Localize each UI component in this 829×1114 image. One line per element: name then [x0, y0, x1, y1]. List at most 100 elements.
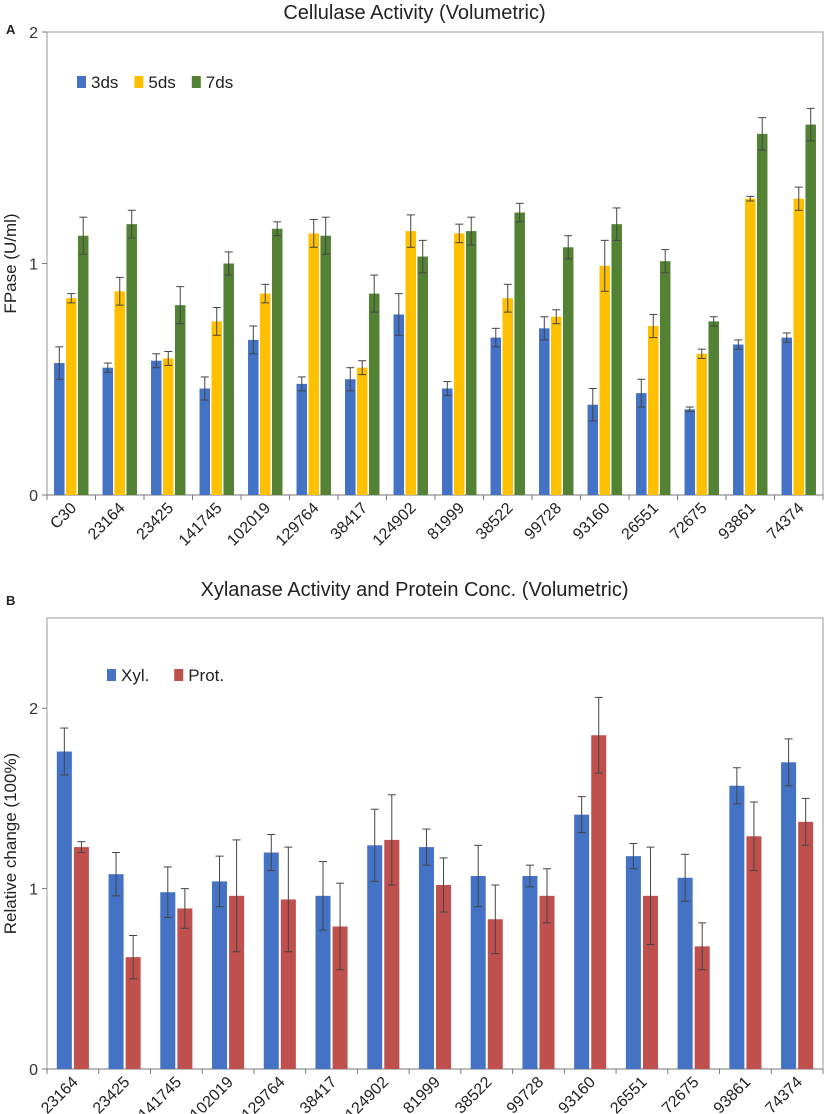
x-tick-label: 102019: [224, 500, 274, 550]
x-tick-label: 38522: [473, 500, 517, 544]
bar-5ds: [793, 198, 805, 495]
bar-5ds: [550, 316, 562, 495]
x-tick-label: 129764: [239, 1074, 289, 1114]
bar-5ds: [599, 265, 611, 495]
y-tick-label: 1: [29, 882, 38, 899]
x-tick-label: 74374: [762, 1074, 806, 1114]
legend-swatch: [134, 76, 144, 88]
bar-xyl: [729, 785, 745, 1069]
bar-prot: [229, 895, 245, 1069]
bar-3ds: [102, 367, 114, 495]
legend-label: 3ds: [91, 73, 118, 92]
bar-7ds: [368, 293, 380, 495]
x-tick-label: 72675: [667, 500, 711, 544]
bar-5ds: [696, 353, 708, 495]
x-tick-label: 38417: [328, 500, 372, 544]
bar-5ds: [356, 367, 368, 495]
x-tick-label: 93160: [556, 1074, 600, 1114]
bar-xyl: [108, 874, 124, 1069]
bar-3ds: [248, 339, 259, 495]
bar-prot: [177, 908, 193, 1069]
bar-7ds: [562, 247, 574, 495]
bar-5ds: [308, 233, 320, 495]
y-axis-label: Relative change (100%): [1, 753, 20, 934]
bar-prot: [694, 946, 710, 1069]
x-tick-label: 93861: [711, 1074, 755, 1114]
bar-prot: [384, 839, 400, 1069]
bar-3ds: [54, 363, 65, 495]
x-tick-label: 38522: [452, 1074, 496, 1114]
bar-7ds: [271, 228, 283, 495]
bar-7ds: [77, 235, 89, 495]
bar-xyl: [522, 875, 538, 1069]
bar-xyl: [160, 892, 176, 1069]
x-tick-label: 23425: [90, 1074, 134, 1114]
x-tick-label: 124902: [342, 1074, 392, 1114]
chart-title-a: Cellulase Activity (Volumetric): [283, 2, 546, 24]
bar-3ds: [199, 388, 211, 495]
y-tick-label: 1: [29, 257, 38, 274]
bar-3ds: [490, 337, 502, 495]
x-tick-label: 124902: [370, 500, 420, 550]
bar-5ds: [405, 231, 417, 495]
bar-prot: [539, 895, 555, 1069]
bar-3ds: [345, 379, 356, 495]
bar-3ds: [151, 360, 162, 495]
legend-label: Xyl.: [121, 666, 149, 685]
x-tick-label: 141745: [176, 500, 226, 550]
bar-3ds: [684, 409, 696, 495]
x-tick-label: 99728: [504, 1074, 548, 1114]
legend-swatch: [77, 76, 86, 88]
bar-3ds: [539, 328, 550, 495]
x-tick-label: 93160: [570, 500, 614, 544]
bar-7ds: [805, 124, 816, 495]
bar-7ds: [174, 305, 186, 495]
bar-7ds: [514, 212, 525, 495]
x-tick-label: 26551: [607, 1074, 651, 1114]
x-tick-label: 38417: [297, 1074, 341, 1114]
bar-5ds: [162, 358, 174, 495]
legend-label: 5ds: [148, 73, 175, 92]
bar-5ds: [259, 293, 271, 495]
bar-prot: [642, 895, 658, 1069]
x-tick-label: 26551: [619, 500, 663, 544]
chart-cellulase-activity: 0 1 2 FPase (U/ml) C30 23164 23425141745102019…: [1, 25, 824, 550]
chart-xylanase-protein: 0 1 2 Relative change (100%) 23164 23425 14174…: [1, 617, 824, 1114]
legend-label: 7ds: [206, 73, 233, 92]
x-tick-label: 81999: [425, 500, 469, 544]
bar-7ds: [756, 133, 768, 496]
bar-xyl: [367, 845, 383, 1069]
bar-xyl: [625, 856, 641, 1069]
y-tick-label: 2: [29, 701, 38, 718]
y-axis-label: FPase (U/ml): [1, 213, 20, 313]
bar-prot: [591, 735, 607, 1069]
bar-prot: [436, 884, 452, 1069]
bar-xyl: [212, 881, 228, 1069]
bar-5ds: [647, 326, 659, 495]
bar-7ds: [320, 235, 331, 495]
bar-7ds: [417, 256, 428, 495]
bar-prot: [798, 821, 814, 1069]
x-tick-label: 81999: [400, 1074, 444, 1114]
bar-prot: [73, 847, 89, 1069]
bar-7ds: [223, 263, 234, 495]
x-tick-label: 99728: [522, 500, 566, 544]
x-tick-label: 74374: [764, 500, 808, 544]
bar-5ds: [453, 233, 465, 495]
bar-xyl: [315, 895, 331, 1069]
legend-swatch: [191, 76, 201, 88]
bar-prot: [332, 926, 348, 1069]
bar-xyl: [781, 762, 797, 1069]
x-tick-label: C30: [47, 500, 80, 533]
bar-7ds: [611, 224, 622, 495]
bar-xyl: [677, 877, 693, 1069]
y-tick-label: 0: [29, 488, 38, 505]
panel-a: A Cellulase Activity (Volumetric) 0 1 2 FPa…: [0, 0, 829, 555]
bar-xyl: [418, 847, 434, 1069]
x-tick-label: 129764: [273, 500, 323, 550]
bar-3ds: [587, 404, 599, 495]
bar-xyl: [56, 751, 72, 1069]
x-tick-label: 102019: [187, 1074, 237, 1114]
legend-label: Prot.: [188, 666, 224, 685]
chart-title-b: Xylanase Activity and Protein Conc. (Vol…: [200, 579, 629, 601]
